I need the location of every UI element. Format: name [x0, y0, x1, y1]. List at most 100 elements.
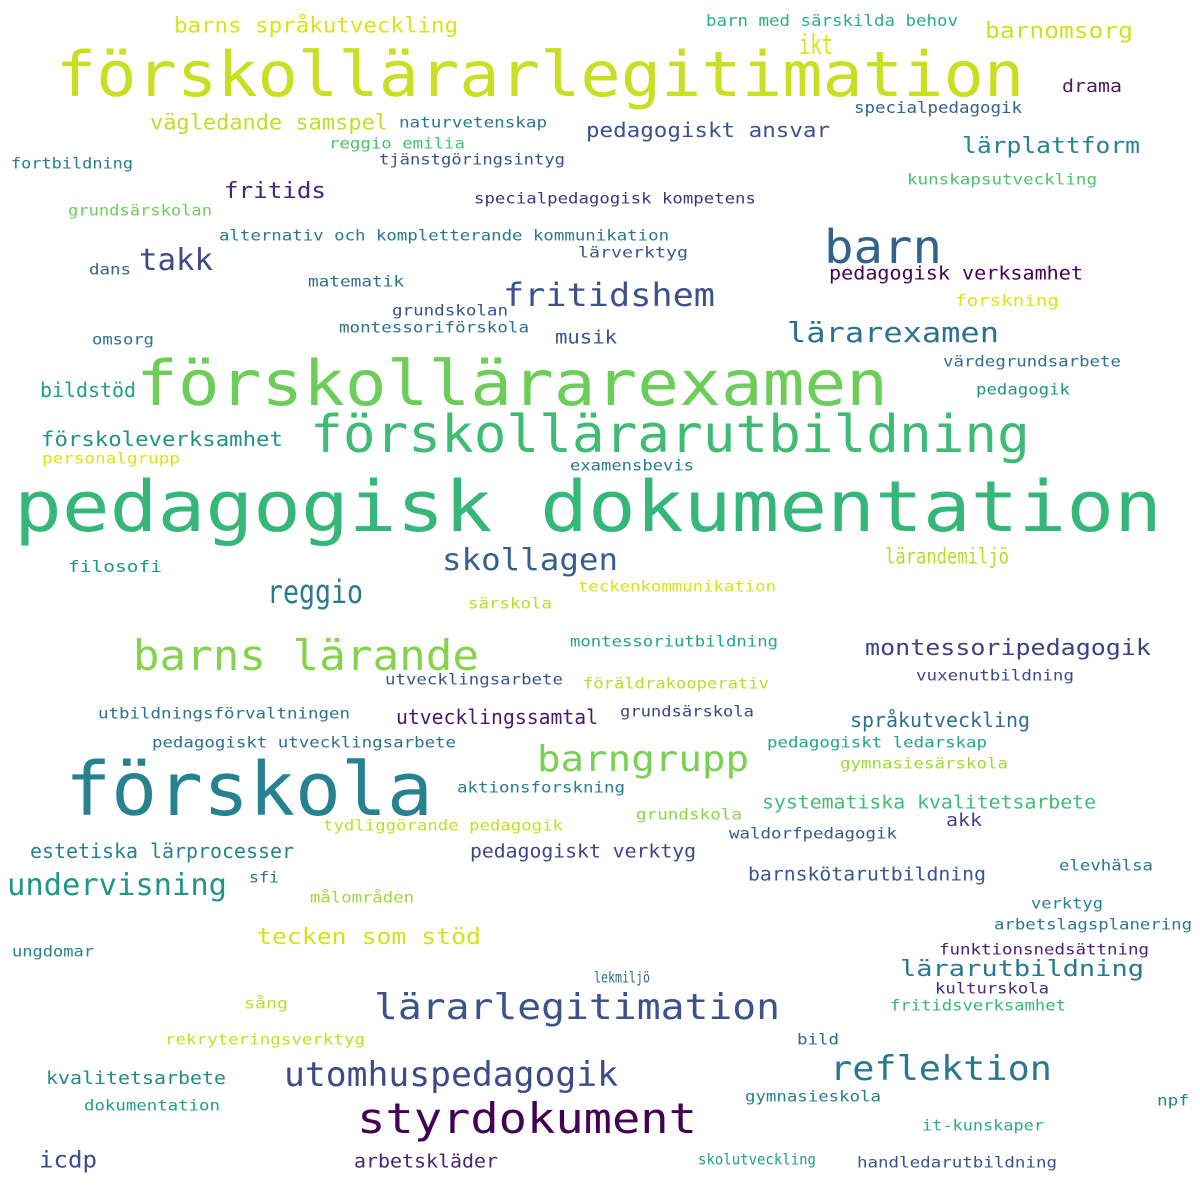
word: matematik — [308, 272, 404, 291]
word: estetiska lärprocesser — [29, 839, 295, 863]
word: fortbildning — [10, 154, 134, 173]
word: förskollärarutbildning — [310, 405, 1030, 465]
word: dokumentation — [84, 1096, 220, 1115]
word: fritids — [224, 179, 326, 204]
word: pedagogisk verksamhet — [829, 262, 1083, 285]
word: elevhälsa — [1059, 856, 1153, 875]
word: reggio emilia — [329, 134, 465, 153]
word: akk — [946, 810, 982, 831]
word: barn med särskilda behov — [706, 11, 958, 30]
word: ungdomar — [11, 942, 95, 961]
word: gymnasiesärskola — [839, 754, 1009, 773]
word: ikt — [799, 28, 833, 61]
word: specialpedagogisk kompetens — [474, 189, 756, 208]
word: tecken som stöd — [257, 925, 481, 950]
word: språkutveckling — [849, 708, 1031, 732]
word: handledarutbildning — [856, 1153, 1058, 1172]
word: kvalitetsarbete — [46, 1068, 226, 1089]
word: lärarexamen — [787, 316, 999, 349]
word: utbildningsförvaltningen — [97, 704, 351, 723]
word: kulturskola — [934, 979, 1050, 998]
word: sång — [243, 994, 289, 1013]
word: alternativ och kompletterande kommunikat… — [218, 226, 670, 245]
word: värdegrundsarbete — [943, 352, 1121, 371]
word: grundsärskola — [620, 702, 754, 721]
word: tydliggörande pedagogik — [323, 816, 563, 835]
word: pedagogiskt utvecklingsarbete — [151, 733, 457, 752]
word: styrdokument — [357, 1094, 697, 1143]
word: fritidsverksamhet — [890, 996, 1066, 1015]
word: pedagogiskt ansvar — [585, 118, 831, 142]
word: vägledande samspel — [149, 110, 389, 135]
word: takk — [139, 243, 213, 278]
word: tjänstgöringsintyg — [379, 150, 565, 169]
word: funktionsnedsättning — [938, 940, 1150, 959]
word: verktyg — [1030, 894, 1104, 913]
word: barngrupp — [536, 739, 750, 780]
word: forskning — [955, 291, 1059, 310]
word: barns lärande — [132, 631, 480, 680]
word: arbetskläder — [353, 1150, 499, 1173]
word: teckenkommunikation — [577, 577, 777, 596]
word: montessoripedagogik — [865, 636, 1151, 661]
word: förskola — [65, 747, 433, 833]
word: grundskolan — [391, 301, 509, 320]
word: skolutveckling — [698, 1150, 816, 1169]
word: målområden — [309, 888, 415, 907]
word: pedagogisk dokumentation — [14, 466, 1162, 548]
word: barnomsorg — [985, 19, 1133, 44]
word: musik — [554, 326, 618, 349]
word: icdp — [39, 1147, 97, 1174]
word: pedagogiskt verktyg — [469, 840, 697, 863]
word: personalgrupp — [42, 449, 180, 468]
word: förskollärarexamen — [136, 347, 888, 420]
word: barns språkutveckling — [173, 13, 459, 38]
word: naturvetenskap — [398, 113, 548, 132]
word: arbetslagsplanering — [993, 915, 1193, 934]
word: reflektion — [830, 1049, 1052, 1089]
word: fritidshem — [503, 276, 715, 314]
word: barn — [824, 220, 942, 274]
word: vuxenutbildning — [916, 666, 1074, 685]
word: pedagogiskt ledarskap — [766, 733, 988, 752]
word: lärarutbildning — [900, 957, 1144, 982]
word: undervisning — [6, 868, 228, 903]
word: lekmiljö — [594, 968, 650, 987]
word: kunskapsutveckling — [906, 170, 1098, 189]
word: montessoriförskola — [338, 318, 530, 337]
word: lärplattform — [961, 134, 1141, 159]
word: rekryteringsverktyg — [164, 1030, 366, 1049]
word: filosofi — [67, 557, 163, 576]
word: montessoriutbildning — [569, 632, 779, 651]
word: bild — [796, 1030, 840, 1049]
word: npf — [1157, 1091, 1189, 1110]
word: sfi — [249, 868, 279, 887]
word: lärandemiljö — [885, 544, 1009, 569]
word: lärverktyg — [577, 243, 689, 262]
word: bildstöd — [39, 378, 137, 402]
word: utvecklingsarbete — [385, 670, 563, 689]
word: pedagogik — [976, 380, 1070, 399]
word: it-kunskaper — [921, 1116, 1045, 1135]
word: gymnasieskola — [745, 1087, 881, 1106]
word: förskoleverksamhet — [41, 427, 283, 451]
word: systematiska kvalitetsarbete — [761, 791, 1097, 814]
word: examensbevis — [570, 456, 694, 475]
word: lärarlegitimation — [373, 987, 781, 1028]
word: specialpedagogik — [854, 98, 1022, 117]
word: grundskola — [635, 805, 743, 824]
word: omsorg — [92, 330, 154, 349]
word: särskola — [467, 594, 553, 613]
word: waldorfpedagogik — [728, 824, 898, 843]
word: drama — [1062, 76, 1122, 97]
word: skollagen — [441, 543, 619, 578]
word: barnskötarutbildning — [748, 863, 986, 886]
word: reggio — [267, 573, 363, 611]
word: utomhuspedagogik — [283, 1055, 619, 1095]
word: föräldrakooperativ — [583, 674, 769, 693]
word: förskollärarlegitimation — [55, 38, 1025, 111]
word: utvecklingssamtal — [395, 705, 599, 729]
word: dans — [88, 260, 132, 279]
word: grundsärskolan — [67, 201, 213, 220]
